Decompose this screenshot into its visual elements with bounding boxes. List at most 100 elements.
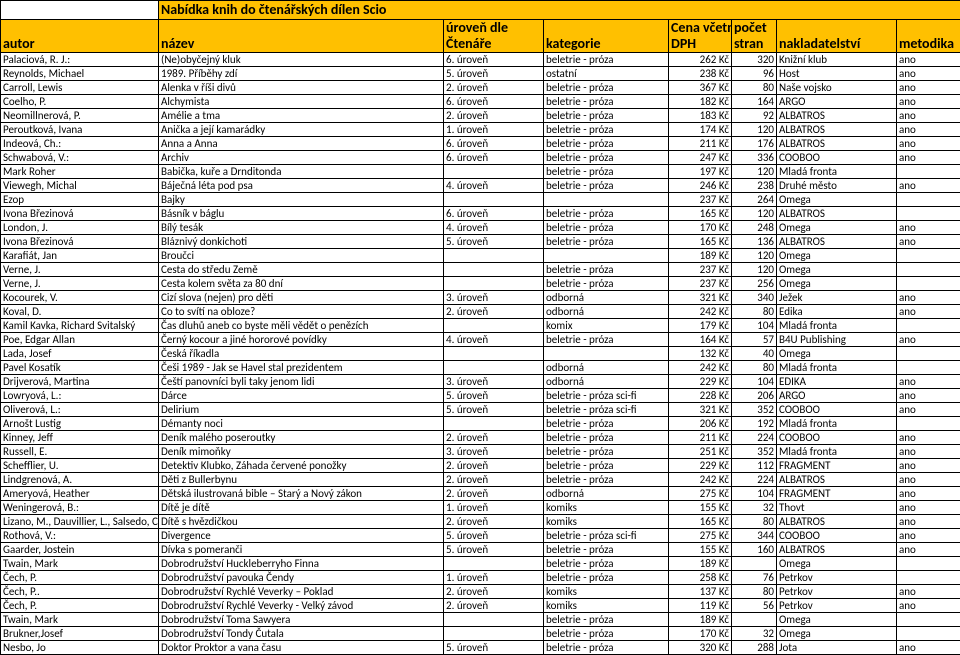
cell-cena: 155 Kč xyxy=(669,501,732,515)
cell-autor: Kamil Kavka, Richard Svitalský xyxy=(1,319,159,333)
cell-autor: Koval, D. xyxy=(1,305,159,319)
cell-autor: Palaciová, R. J.: xyxy=(1,53,159,67)
cell-nakl: Omega xyxy=(777,613,897,627)
cell-nazev: Bláznivý donkichoti xyxy=(159,235,444,249)
cell-metodika: ano xyxy=(897,487,960,501)
cell-nazev: Děti z Bullerbynu xyxy=(159,473,444,487)
cell-metodika xyxy=(897,193,960,207)
cell-cena: 155 Kč xyxy=(669,543,732,557)
cell-uroven: 4. úroveň xyxy=(444,333,544,347)
cell-uroven: 1. úroveň xyxy=(444,571,544,585)
cell-stran: 176 xyxy=(732,137,777,151)
cell-uroven: 2. úroveň xyxy=(444,81,544,95)
cell-metodika xyxy=(897,627,960,641)
cell-nakl: Mladá fronta xyxy=(777,319,897,333)
cell-metodika: ano xyxy=(897,179,960,193)
table-row: Gaarder, JosteinDívka s pomeranči5. úrov… xyxy=(1,543,960,557)
cell-cena: 179 Kč xyxy=(669,319,732,333)
cell-nakl: ALBATROS xyxy=(777,109,897,123)
cell-stran: 112 xyxy=(732,459,777,473)
cell-nakl: Mladá fronta xyxy=(777,165,897,179)
table-row: Kocourek, V.Cizí slova (nejen) pro děti3… xyxy=(1,291,960,305)
cell-autor: Carroll, Lewis xyxy=(1,81,159,95)
cell-metodika xyxy=(897,207,960,221)
cell-kategorie: beletrie - próza xyxy=(544,81,669,95)
cell-kategorie: beletrie - próza xyxy=(544,641,669,655)
cell-kategorie xyxy=(544,249,669,263)
cell-uroven xyxy=(444,613,544,627)
cell-nazev: Čeští panovníci byli taky jenom lidi xyxy=(159,375,444,389)
cell-metodika: ano xyxy=(897,501,960,515)
col-header-stran-top: počet xyxy=(732,20,777,37)
cell-autor: Twain, Mark xyxy=(1,613,159,627)
cell-stran: 57 xyxy=(732,333,777,347)
cell-nazev: Dárce xyxy=(159,389,444,403)
cell-nakl: COOBOO xyxy=(777,403,897,417)
cell-cena: 183 Kč xyxy=(669,109,732,123)
cell-kategorie: komiks xyxy=(544,515,669,529)
cell-uroven: 2. úroveň xyxy=(444,431,544,445)
cell-nakl: ALBATROS xyxy=(777,207,897,221)
cell-kategorie: beletrie - próza xyxy=(544,123,669,137)
cell-cena: 238 Kč xyxy=(669,67,732,81)
cell-stran: 344 xyxy=(732,529,777,543)
col-header-cena-top: Cena včetně xyxy=(669,20,732,37)
table-row: Schefflier, U.Detektiv Klubko, Záhada če… xyxy=(1,459,960,473)
cell-autor: Schefflier, U. xyxy=(1,459,159,473)
cell-nakl: Host xyxy=(777,67,897,81)
cell-kategorie: beletrie - próza xyxy=(544,95,669,109)
cell-uroven: 5. úroveň xyxy=(444,235,544,249)
cell-cena: 164 Kč xyxy=(669,333,732,347)
cell-nakl: ARGO xyxy=(777,389,897,403)
cell-uroven: 1. úroveň xyxy=(444,123,544,137)
cell-uroven xyxy=(444,361,544,375)
table-row: Carroll, LewisAlenka v říši divů2. úrove… xyxy=(1,81,960,95)
cell-uroven: 4. úroveň xyxy=(444,179,544,193)
cell-nakl: Mladá fronta xyxy=(777,361,897,375)
cell-nazev: Broučci xyxy=(159,249,444,263)
table-row: Kinney, JeffDeník malého poseroutky2. úr… xyxy=(1,431,960,445)
cell-stran: 92 xyxy=(732,109,777,123)
cell-metodika: ano xyxy=(897,389,960,403)
cell-cena: 275 Kč xyxy=(669,529,732,543)
table-row: Neomillnerová, P.Amélie a tma2. úroveňbe… xyxy=(1,109,960,123)
cell-metodika xyxy=(897,165,960,179)
cell-metodika: ano xyxy=(897,123,960,137)
cell-metodika: ano xyxy=(897,221,960,235)
cell-autor: Oliverová, L.: xyxy=(1,403,159,417)
table-row: Čech, P..Dobrodružství Rychlé Veverky – … xyxy=(1,585,960,599)
cell-stran: 120 xyxy=(732,263,777,277)
cell-nazev: Češi 1989 - Jak se Havel stal prezidente… xyxy=(159,361,444,375)
cell-stran: 56 xyxy=(732,599,777,613)
cell-uroven xyxy=(444,263,544,277)
cell-nazev: Deník malého poseroutky xyxy=(159,431,444,445)
cell-kategorie: beletrie - próza xyxy=(544,445,669,459)
cell-nakl: COOBOO xyxy=(777,529,897,543)
cell-kategorie xyxy=(544,193,669,207)
cell-nakl: Edika xyxy=(777,305,897,319)
cell-nakl: Omega xyxy=(777,221,897,235)
cell-nazev: Cesta do středu Země xyxy=(159,263,444,277)
cell-uroven: 6. úroveň xyxy=(444,95,544,109)
cell-stran: 120 xyxy=(732,207,777,221)
cell-metodika xyxy=(897,347,960,361)
cell-uroven: 6. úroveň xyxy=(444,151,544,165)
table-row: Karafiát, JanBroučci189 Kč120Omega xyxy=(1,249,960,263)
cell-autor: Neomillnerová, P. xyxy=(1,109,159,123)
cell-kategorie: beletrie - próza xyxy=(544,263,669,277)
cell-nazev: Dítě je dítě xyxy=(159,501,444,515)
cell-cena: 242 Kč xyxy=(669,305,732,319)
cell-stran: 80 xyxy=(732,305,777,319)
cell-stran: 80 xyxy=(732,515,777,529)
table-row: Ameryová, HeatherDětská ilustrovaná bibl… xyxy=(1,487,960,501)
cell-nakl: Mladá fronta xyxy=(777,417,897,431)
cell-nazev: Dobrodružství Toma Sawyera xyxy=(159,613,444,627)
cell-kategorie: beletrie - próza xyxy=(544,459,669,473)
cell-metodika xyxy=(897,571,960,585)
cell-metodika xyxy=(897,249,960,263)
cell-autor: Gaarder, Jostein xyxy=(1,543,159,557)
cell-stran: 104 xyxy=(732,487,777,501)
cell-kategorie: komiks xyxy=(544,599,669,613)
cell-uroven: 5. úroveň xyxy=(444,529,544,543)
cell-uroven: 2. úroveň xyxy=(444,109,544,123)
